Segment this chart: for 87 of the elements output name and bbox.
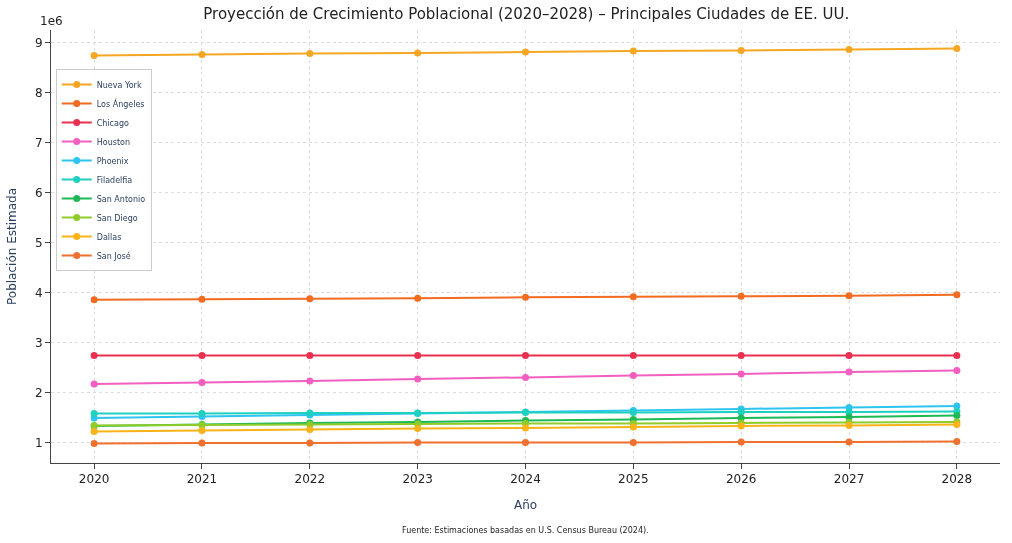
point: [629, 371, 637, 379]
point: [306, 439, 314, 447]
legend-label: Los Ángeles: [96, 97, 145, 109]
point: [198, 426, 206, 434]
chart-title: Proyección de Crecimiento Poblacional (2020–2028) – Principales Ciudades de EE. UU.: [203, 4, 850, 23]
x-tick-label: 2021: [186, 472, 218, 487]
point: [414, 351, 422, 359]
point: [414, 49, 422, 57]
point: [306, 351, 314, 359]
point: [629, 47, 637, 55]
legend-label: Nueva York: [96, 80, 142, 90]
x-tick-label: 2020: [78, 472, 110, 487]
point: [198, 295, 206, 303]
x-axis-title: Año: [513, 498, 538, 513]
legend-label: San Antonio: [96, 194, 146, 204]
point: [953, 366, 961, 374]
point: [845, 351, 853, 359]
point: [953, 45, 961, 53]
y-tick-label: 9: [34, 35, 43, 50]
legend-label: San José: [96, 250, 131, 261]
point: [414, 375, 422, 383]
x-tick-label: 2026: [725, 472, 757, 487]
y-tick-label: 1: [34, 436, 43, 451]
point: [845, 438, 853, 446]
point: [306, 295, 314, 303]
y-tick-label: 3: [34, 336, 43, 351]
point: [90, 439, 98, 447]
point: [953, 351, 961, 359]
point: [737, 47, 745, 55]
point: [737, 292, 745, 300]
legend-label: San Diego: [96, 213, 138, 223]
y-tick-label: 8: [34, 85, 43, 100]
point: [845, 368, 853, 376]
legend-label: Chicago: [96, 118, 129, 128]
point: [198, 439, 206, 447]
point: [90, 296, 98, 304]
legend-label: Houston: [96, 137, 130, 147]
point: [198, 351, 206, 359]
y-axis-title: Población Estimada: [5, 187, 20, 306]
point: [522, 48, 529, 56]
point: [90, 52, 98, 60]
y-tick-label: 2: [34, 386, 43, 401]
point: [414, 424, 422, 432]
point: [198, 51, 206, 59]
point: [90, 380, 98, 388]
point: [953, 402, 961, 410]
point: [522, 293, 529, 301]
point: [90, 351, 98, 359]
point: [629, 438, 637, 446]
point: [522, 351, 529, 359]
legend-label: Dallas: [96, 232, 122, 242]
x-tick-label: 2025: [618, 472, 649, 487]
y-tick-label: 6: [34, 185, 43, 200]
point: [198, 378, 206, 386]
y-tick-label: 5: [34, 235, 43, 250]
source-note: Fuente: Estimaciones basadas en U.S. Census Bureau (2024).: [402, 526, 649, 535]
point: [845, 292, 853, 300]
text: 1e6: [40, 14, 63, 28]
point: [629, 423, 637, 431]
x-tick-label: 2022: [294, 472, 326, 487]
y-tick-label: 4: [34, 286, 43, 300]
point: [953, 291, 961, 299]
point: [522, 373, 529, 381]
point: [522, 438, 529, 446]
point: [90, 427, 98, 435]
point: [953, 411, 961, 419]
legend-label: Phoenix: [96, 156, 129, 166]
point: [414, 294, 422, 302]
point: [629, 351, 637, 359]
point: [953, 437, 961, 445]
y-tick-label: 7: [34, 135, 43, 150]
legend-label: Filadelfia: [96, 175, 133, 185]
point: [737, 438, 745, 446]
point: [845, 46, 853, 54]
point: [629, 293, 637, 301]
point: [306, 50, 314, 58]
point: [737, 351, 745, 359]
point: [90, 409, 98, 417]
x-tick-label: 2027: [833, 472, 865, 487]
x-tick-label: 2023: [402, 472, 433, 487]
point: [306, 377, 314, 385]
point: [306, 425, 314, 433]
x-tick-label: 2028: [941, 472, 973, 487]
point: [522, 424, 529, 432]
x-tick-label: 2024: [510, 472, 541, 487]
point: [737, 370, 745, 378]
point: [414, 438, 422, 446]
